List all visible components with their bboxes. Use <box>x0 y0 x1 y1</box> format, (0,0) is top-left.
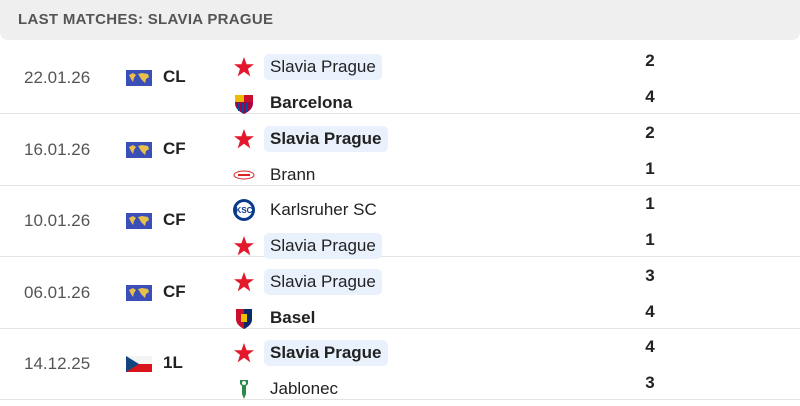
barcelona-crest-icon <box>232 91 256 115</box>
team-name: Karlsruher SC <box>270 200 377 219</box>
brann-crest-icon <box>232 163 256 187</box>
section-header: LAST MATCHES: SLAVIA PRAGUE <box>0 0 800 40</box>
team-name: Slavia Prague <box>264 125 388 152</box>
score-away: 1 <box>645 230 655 249</box>
slavia-star-icon <box>232 55 256 79</box>
czech-flag-icon <box>126 356 152 372</box>
world-map-icon <box>126 284 152 301</box>
match-row[interactable]: 10.01.26 CF KSC Karlsruher SC 1 Slavia P… <box>0 185 800 260</box>
team-home[interactable]: Slavia Prague <box>232 268 652 296</box>
match-date: 22.01.26 <box>24 68 91 87</box>
competition-label: CF <box>163 281 186 301</box>
team-away[interactable]: Brann <box>232 161 652 189</box>
basel-crest-icon <box>232 306 256 330</box>
slavia-star-icon <box>232 341 256 365</box>
score-away: 4 <box>645 301 655 321</box>
svg-text:KSC: KSC <box>236 206 253 215</box>
match-row[interactable]: 06.01.26 CF Slavia Prague 3 Basel 4 <box>0 257 800 329</box>
slavia-star-icon <box>232 234 256 258</box>
match-row[interactable]: 16.01.26 CF Slavia Prague 2 Brann 1 <box>0 114 800 186</box>
team-home[interactable]: Slavia Prague <box>232 339 652 367</box>
match-date: 14.12.25 <box>24 354 91 373</box>
team-name: Brann <box>270 164 316 184</box>
score-away: 3 <box>645 373 655 392</box>
score-home: 3 <box>645 265 655 285</box>
team-away[interactable]: Jablonec <box>232 375 652 403</box>
team-name: Slavia Prague <box>264 268 382 295</box>
match-row[interactable]: 14.12.25 1L Slavia Prague 4 Jablonec 3 <box>0 328 800 400</box>
world-map-icon <box>126 141 152 158</box>
score-home: 2 <box>645 122 655 142</box>
competition-label: CF <box>163 138 186 158</box>
competition-label: 1L <box>163 353 183 372</box>
slavia-star-icon <box>232 270 256 294</box>
score-away: 1 <box>645 158 655 178</box>
team-name: Slavia Prague <box>264 233 382 259</box>
jablonec-crest-icon <box>232 377 256 401</box>
team-away[interactable]: Slavia Prague <box>232 232 652 260</box>
score-home: 4 <box>645 337 655 356</box>
world-map-icon <box>126 70 152 86</box>
team-name: Jablonec <box>270 379 339 398</box>
team-name: Slavia Prague <box>264 340 388 366</box>
team-away[interactable]: Barcelona <box>232 89 652 117</box>
team-home[interactable]: Slavia Prague <box>232 125 652 153</box>
competition-label: CF <box>163 210 186 229</box>
match-row[interactable]: 22.01.26 CL Slavia Prague 2 Barcelona 4 <box>0 42 800 114</box>
score-home: 2 <box>645 51 655 70</box>
score-away: 4 <box>645 87 655 106</box>
match-date: 16.01.26 <box>24 139 91 159</box>
score-home: 1 <box>645 194 655 213</box>
match-date: 06.01.26 <box>24 282 91 302</box>
team-name: Basel <box>270 307 316 327</box>
section-title: LAST MATCHES: SLAVIA PRAGUE <box>18 11 274 28</box>
team-away[interactable]: Basel <box>232 304 652 332</box>
team-name: Slavia Prague <box>264 54 382 80</box>
competition-label: CL <box>163 67 186 86</box>
ksc-crest-icon: KSC <box>232 198 256 222</box>
team-home[interactable]: Slavia Prague <box>232 53 652 81</box>
match-date: 10.01.26 <box>24 211 91 230</box>
team-home[interactable]: KSC Karlsruher SC <box>232 196 652 224</box>
slavia-star-icon <box>232 127 256 151</box>
team-name: Barcelona <box>270 93 353 112</box>
world-map-icon <box>126 213 152 229</box>
